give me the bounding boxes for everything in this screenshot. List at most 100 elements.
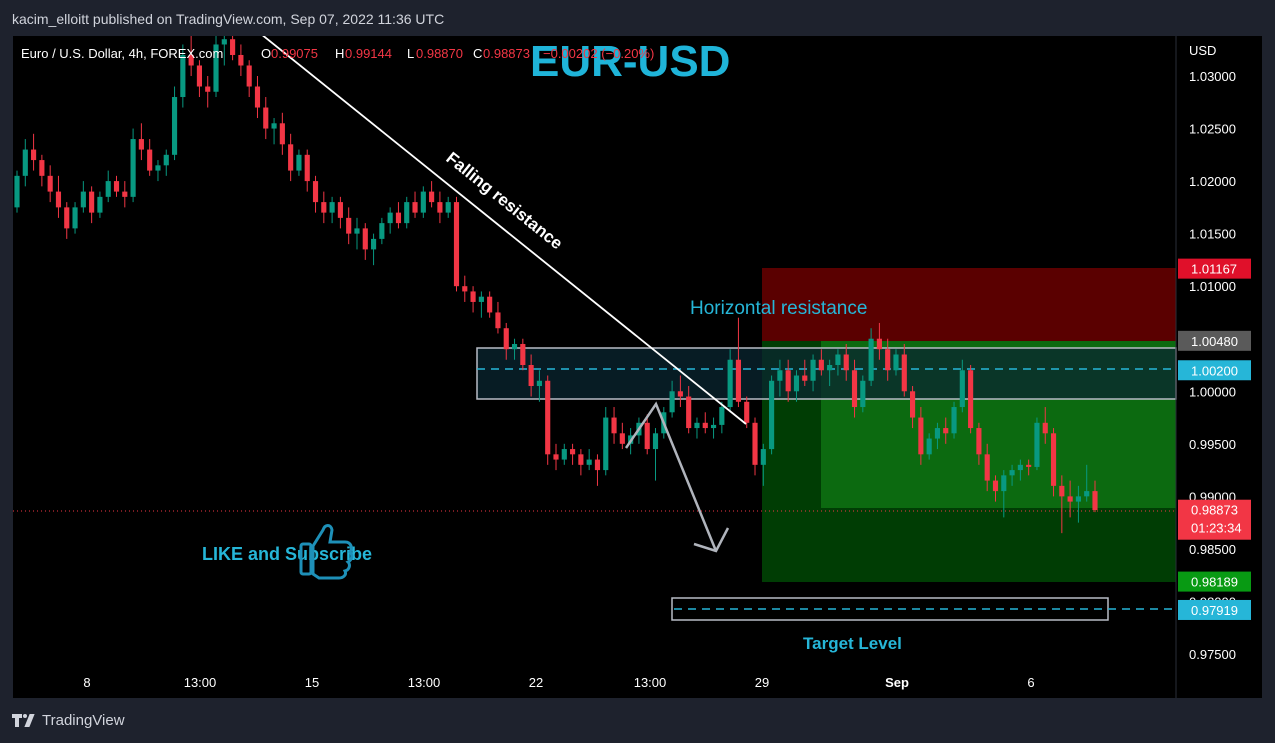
candle-body: [246, 65, 252, 87]
candle: [346, 207, 352, 245]
currency-label: USD: [1189, 43, 1216, 58]
close-value: 0.98873: [483, 46, 530, 61]
candle: [827, 359, 833, 387]
x-tick-label: 15: [305, 675, 319, 690]
x-tick-label: 6: [1027, 675, 1034, 690]
candle: [545, 375, 551, 465]
close-label: C: [473, 46, 482, 61]
like-subscribe-label: LIKE and Subscribe: [202, 544, 372, 564]
candle: [246, 60, 252, 98]
y-tick-label: 0.99500: [1189, 437, 1236, 452]
candle: [677, 375, 683, 408]
candle-body: [370, 238, 377, 250]
candle-body: [528, 365, 534, 387]
candle-body: [379, 223, 385, 239]
candle: [843, 343, 849, 381]
falling-resistance-line[interactable]: [261, 36, 747, 425]
candle: [130, 128, 136, 203]
candle-body: [470, 291, 476, 302]
candle: [934, 422, 941, 450]
tradingview-logo[interactable]: TradingView: [12, 712, 125, 729]
candle-body: [238, 54, 244, 66]
candle-body: [420, 191, 426, 213]
candle-body: [279, 123, 285, 145]
open-value: 0.99075: [271, 46, 318, 61]
x-tick-label: 13:00: [408, 675, 441, 690]
candle-body: [89, 191, 95, 213]
price-tag-bg: [1178, 571, 1251, 592]
candle-body: [205, 86, 211, 92]
candle-body: [1009, 470, 1015, 476]
candle: [39, 154, 45, 187]
candle: [138, 123, 144, 161]
candle: [909, 386, 916, 429]
candle-body: [710, 424, 717, 429]
candle: [230, 36, 236, 61]
candle-body: [122, 191, 128, 197]
x-tick-label: 13:00: [634, 675, 667, 690]
candle: [97, 191, 103, 218]
candle: [851, 359, 858, 418]
x-tick-label: 8: [83, 675, 90, 690]
thumbs-up-icon: [299, 524, 354, 580]
candle-body: [1092, 491, 1098, 511]
candle: [1059, 475, 1065, 534]
candle-body: [362, 228, 368, 250]
candle-body: [868, 338, 874, 381]
candle: [1067, 480, 1073, 518]
candle: [404, 196, 410, 229]
projection-arrow: [624, 401, 718, 552]
countdown-label: 01:23:34: [1191, 521, 1242, 536]
candle: [785, 359, 791, 402]
price-tag: 1.01167: [1178, 258, 1251, 279]
candle-body: [594, 459, 601, 471]
candle-body: [570, 449, 576, 455]
price-tag: 1.00200: [1178, 360, 1251, 381]
candle-body: [901, 354, 907, 392]
candle: [72, 202, 78, 234]
price-tag-label: 1.01167: [1191, 262, 1237, 277]
candle-body: [669, 391, 675, 413]
candle: [752, 417, 758, 476]
candle: [594, 454, 601, 486]
candle: [354, 217, 360, 250]
candle: [1001, 470, 1007, 518]
candle-body: [47, 175, 53, 192]
price-tag-label: 0.98189: [1191, 575, 1238, 590]
candle: [586, 449, 592, 471]
candle-body: [171, 97, 178, 155]
candle-body: [478, 296, 484, 302]
candle-body: [1059, 485, 1065, 497]
candle: [893, 349, 899, 376]
candle-body: [271, 123, 277, 129]
tradingview-logo-icon: [12, 713, 36, 728]
candle-body: [702, 422, 708, 429]
candle-body: [860, 380, 866, 408]
candle-body: [561, 449, 567, 460]
candle-body: [39, 160, 45, 176]
candle-body: [80, 191, 86, 208]
publisher-bar: kacim_elloitt published on TradingView.c…: [0, 0, 1275, 36]
candle: [395, 202, 402, 229]
resistance-zone[interactable]: [476, 347, 1177, 400]
candle: [147, 139, 153, 176]
y-tick-label: 1.03000: [1189, 69, 1236, 84]
candle: [47, 165, 53, 203]
projection-arrowhead: [693, 527, 730, 553]
candle: [122, 181, 128, 208]
candle: [362, 223, 368, 260]
candle-body: [735, 359, 742, 402]
price-tag: 0.97919: [1178, 599, 1251, 620]
candle-body: [429, 191, 435, 203]
candle-body: [810, 359, 816, 381]
tradingview-logo-text: TradingView: [42, 712, 125, 729]
candle-body: [230, 39, 236, 55]
candle-body: [1075, 496, 1081, 502]
candle: [254, 76, 261, 119]
candle: [14, 170, 20, 213]
chart-area[interactable]: Falling resistance Horizontal resistance…: [13, 36, 1262, 698]
candle: [1084, 464, 1090, 502]
candle: [868, 328, 874, 387]
candlestick-chart[interactable]: Falling resistance Horizontal resistance…: [13, 36, 1262, 698]
candle: [213, 36, 219, 98]
